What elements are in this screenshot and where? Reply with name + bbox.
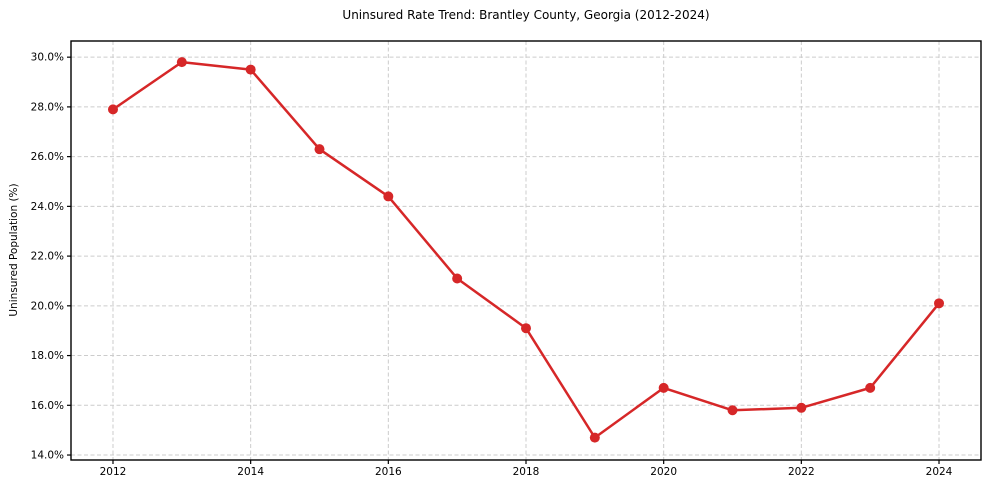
- data-point: [176, 57, 187, 68]
- plot-frame: [70, 40, 982, 461]
- y-tick-label: 26.0%: [31, 151, 64, 163]
- x-tick-label: 2022: [788, 466, 815, 478]
- data-point: [245, 64, 256, 75]
- data-point: [727, 405, 738, 416]
- y-tick-label: 28.0%: [31, 101, 64, 113]
- data-point: [796, 402, 807, 413]
- x-tick-label: 2012: [100, 466, 127, 478]
- data-point: [658, 382, 669, 393]
- x-tick-label: 2024: [926, 466, 953, 478]
- data-point: [383, 191, 394, 202]
- data-point: [107, 104, 118, 115]
- data-point: [452, 273, 463, 284]
- y-tick-label: 18.0%: [31, 350, 64, 362]
- x-tick-label: 2016: [375, 466, 402, 478]
- y-tick-label: 22.0%: [31, 251, 64, 263]
- x-tick-label: 2018: [513, 466, 540, 478]
- chart-title: Uninsured Rate Trend: Brantley County, G…: [342, 8, 710, 22]
- data-point: [314, 144, 325, 155]
- y-tick-label: 16.0%: [31, 400, 64, 412]
- y-tick-label: 30.0%: [31, 52, 64, 64]
- data-point: [521, 323, 531, 334]
- x-tick-label: 2020: [650, 466, 677, 478]
- x-tick-label: 2014: [237, 466, 264, 478]
- data-point: [589, 432, 600, 443]
- data-point: [865, 382, 876, 393]
- data-point: [934, 298, 945, 309]
- y-tick-label: 14.0%: [31, 450, 64, 462]
- y-tick-label: 24.0%: [31, 201, 64, 213]
- y-tick-label: 20.0%: [31, 300, 64, 312]
